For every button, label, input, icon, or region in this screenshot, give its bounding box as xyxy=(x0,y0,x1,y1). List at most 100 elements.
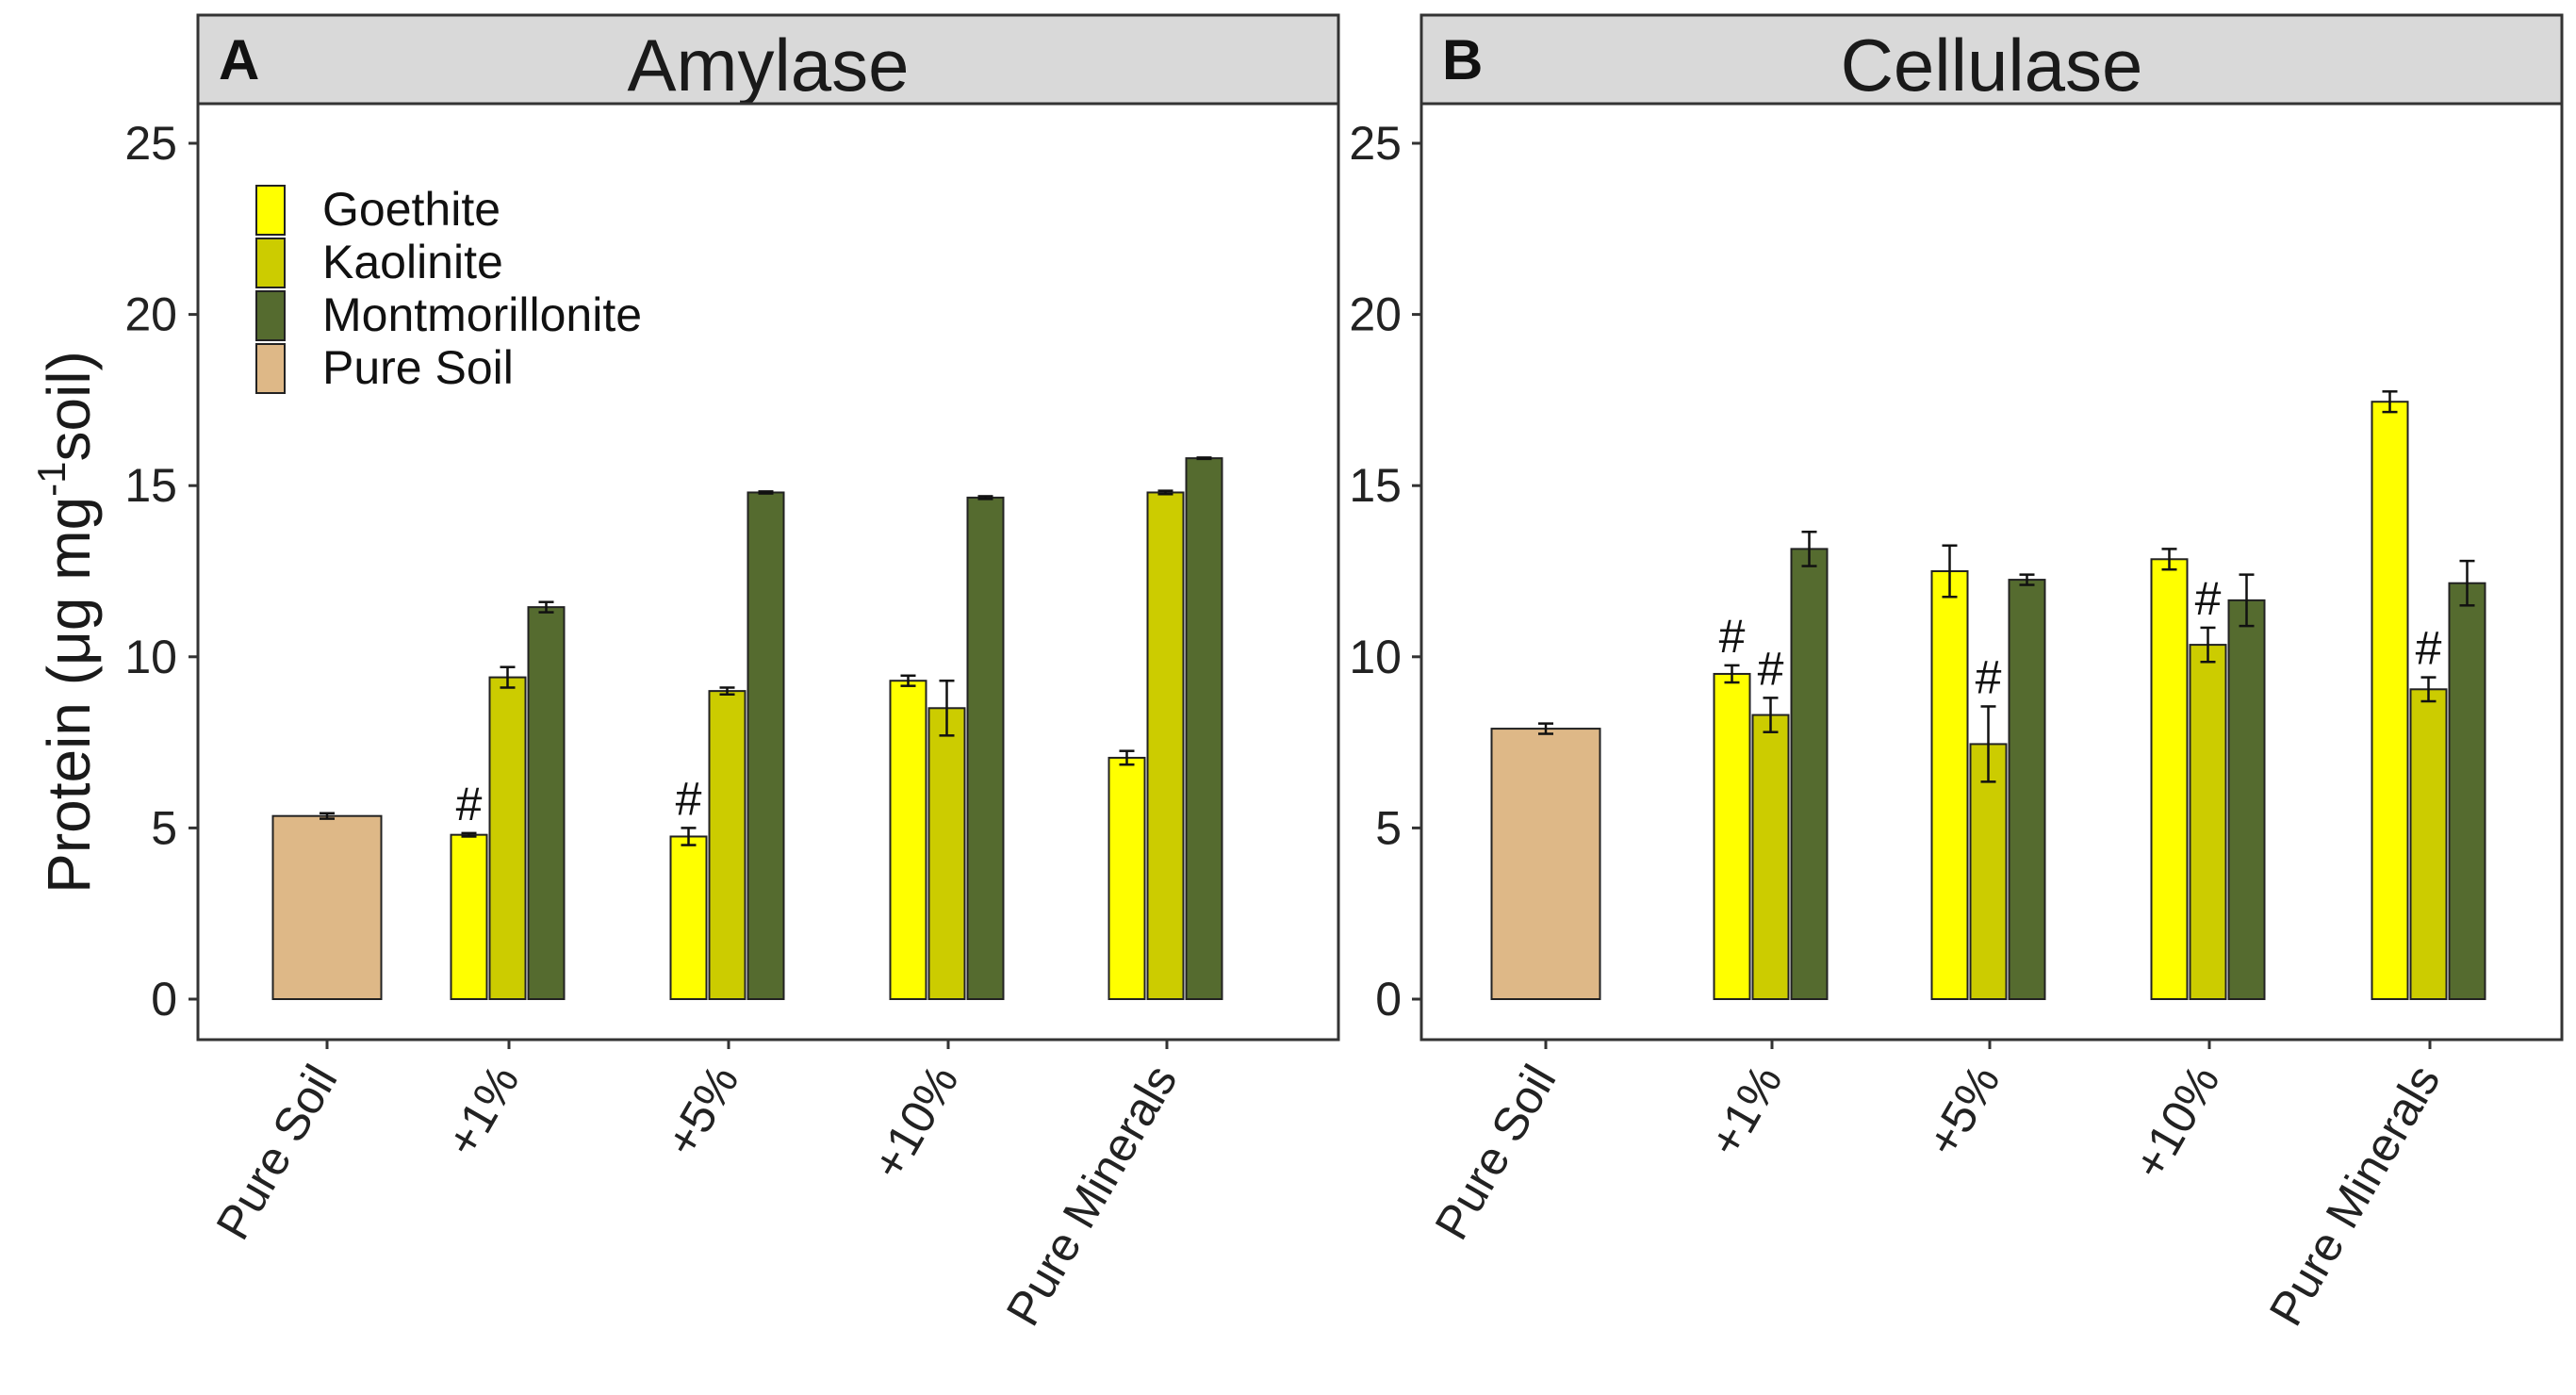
legend-swatch-kaolinite xyxy=(255,238,286,288)
y-tick-label: 25 xyxy=(124,117,177,170)
y-tick-label: 15 xyxy=(124,459,177,512)
error-bar-montmorillonite-1 xyxy=(538,600,554,614)
legend-label-pure-soil: Pure Soil xyxy=(322,341,514,394)
y-axis-label-tail: soil) xyxy=(35,351,103,461)
bar-kaolinite-pure-minerals xyxy=(2409,688,2448,1001)
significance-marker: # xyxy=(1976,650,2002,703)
x-tick-label: Pure Soil xyxy=(1425,1057,1567,1249)
x-tick-label: +5% xyxy=(1916,1057,2010,1166)
x-tick-label: Pure Minerals xyxy=(996,1057,1188,1335)
bar-montmorillonite-pure-minerals xyxy=(2448,582,2486,1000)
error-bar-kaolinite-10 xyxy=(939,679,955,737)
bar-kaolinite-5 xyxy=(1969,743,2008,1001)
error-bar-montmorillonite-10 xyxy=(2239,573,2255,628)
strip-background xyxy=(196,13,1340,106)
y-tick-label: 0 xyxy=(1375,973,1402,1026)
significance-marker: # xyxy=(2416,622,2442,675)
error-bar-kaolinite-1 xyxy=(1763,697,1779,733)
bar-montmorillonite-10 xyxy=(2227,599,2266,1000)
bar-pure-soil-pure-soil xyxy=(271,814,383,1000)
x-tick-label: Pure Minerals xyxy=(2259,1057,2451,1335)
panel-letter: B xyxy=(1442,28,1483,91)
error-bar-kaolinite-5 xyxy=(1980,705,1996,783)
legend-swatch-pure-soil xyxy=(255,343,286,394)
significance-marker: # xyxy=(2195,572,2222,625)
bar-montmorillonite-pure-minerals xyxy=(1185,457,1223,1001)
error-bar-pure-soil-pure-soil xyxy=(320,812,335,820)
error-bar-montmorillonite-5 xyxy=(2019,573,2035,586)
bar-goethite-10 xyxy=(889,680,927,1000)
panel-title: Amylase xyxy=(627,24,909,107)
y-tick-label: 5 xyxy=(151,801,177,854)
bar-montmorillonite-1 xyxy=(527,606,566,1000)
bar-montmorillonite-10 xyxy=(966,496,1005,1000)
significance-marker: # xyxy=(1758,642,1784,695)
panel-title: Cellulase xyxy=(1841,24,2143,107)
bar-goethite-1 xyxy=(1713,672,1751,1001)
bar-goethite-10 xyxy=(2150,558,2189,1001)
y-axis-label: Protein (μg mg-1soil) xyxy=(29,351,103,894)
error-bar-goethite-10 xyxy=(2161,548,2177,571)
bar-pure-soil-pure-soil xyxy=(1490,728,1601,1001)
error-bar-goethite-pure-minerals xyxy=(2382,390,2398,414)
error-bar-goethite-5 xyxy=(1942,544,1958,599)
x-tick-label: +1% xyxy=(435,1057,529,1166)
y-tick-label: 5 xyxy=(1375,801,1402,854)
panel-amylase: A Amylase 0 5 10 15 20 25 Pure Soil +1% +5% +10% Pur… xyxy=(124,13,1340,1335)
significance-marker: # xyxy=(676,772,702,825)
panel-letter: A xyxy=(219,28,259,91)
bar-goethite-5 xyxy=(669,835,708,1000)
legend-label-kaolinite: Kaolinite xyxy=(322,236,503,288)
bar-goethite-5 xyxy=(1930,570,1969,1000)
error-bar-montmorillonite-1 xyxy=(1801,530,1817,567)
significance-marker: # xyxy=(1719,610,1746,663)
error-bar-goethite-5 xyxy=(681,827,697,846)
bar-montmorillonite-1 xyxy=(1790,548,1829,1001)
error-bar-kaolinite-5 xyxy=(719,686,735,697)
bar-kaolinite-10 xyxy=(2189,644,2227,1000)
legend-swatch-goethite xyxy=(255,185,286,236)
bar-kaolinite-pure-minerals xyxy=(1146,491,1185,1000)
error-bar-montmorillonite-pure-minerals xyxy=(2459,559,2475,607)
bar-kaolinite-10 xyxy=(927,707,966,1001)
significance-marker: # xyxy=(456,778,483,830)
bar-goethite-1 xyxy=(450,833,488,1000)
error-bar-pure-soil-pure-soil xyxy=(1538,722,1553,735)
error-bar-kaolinite-pure-minerals xyxy=(2420,676,2437,703)
x-tick-label: Pure Soil xyxy=(206,1057,348,1249)
y-tick-label: 25 xyxy=(1349,117,1402,170)
bar-montmorillonite-5 xyxy=(2008,579,2046,1001)
y-tick-label: 10 xyxy=(124,631,177,683)
y-axis-label-sup: -1 xyxy=(29,461,74,496)
bar-goethite-pure-minerals xyxy=(1108,756,1146,1000)
error-bar-goethite-1 xyxy=(1724,664,1740,684)
x-tick-label: +10% xyxy=(2123,1057,2229,1189)
error-bar-goethite-10 xyxy=(900,674,916,687)
error-bar-montmorillonite-10 xyxy=(977,495,993,501)
strip-background xyxy=(1419,13,2564,106)
bar-kaolinite-1 xyxy=(488,676,527,1000)
error-bar-kaolinite-1 xyxy=(500,665,516,689)
error-bar-montmorillonite-5 xyxy=(758,490,774,495)
bar-kaolinite-1 xyxy=(1751,714,1790,1000)
error-bar-kaolinite-10 xyxy=(2200,626,2216,664)
y-tick-label: 20 xyxy=(124,288,177,341)
y-tick-label: 0 xyxy=(151,973,177,1026)
bar-kaolinite-5 xyxy=(708,690,747,1000)
y-tick-label: 10 xyxy=(1349,631,1402,683)
panels: A Amylase 0 5 10 15 20 25 Pure Soil +1% +5% +10% Pur… xyxy=(124,13,2564,1335)
bar-goethite-pure-minerals xyxy=(2371,401,2409,1000)
x-tick-label: +1% xyxy=(1698,1057,1792,1166)
error-bar-kaolinite-pure-minerals xyxy=(1157,489,1173,496)
panel-cellulase: B Cellulase 0 5 10 15 20 25 Pure Soil +1% +5% +10% P… xyxy=(1349,13,2564,1335)
legend-label-goethite: Goethite xyxy=(322,183,500,236)
legend-swatch-montmorillonite xyxy=(255,290,286,341)
x-tick-label: +5% xyxy=(655,1057,748,1166)
bar-montmorillonite-5 xyxy=(747,491,785,1000)
error-bar-goethite-1 xyxy=(461,831,477,838)
error-bar-goethite-pure-minerals xyxy=(1119,749,1135,766)
y-tick-label: 15 xyxy=(1349,459,1402,512)
y-tick-label: 20 xyxy=(1349,288,1402,341)
